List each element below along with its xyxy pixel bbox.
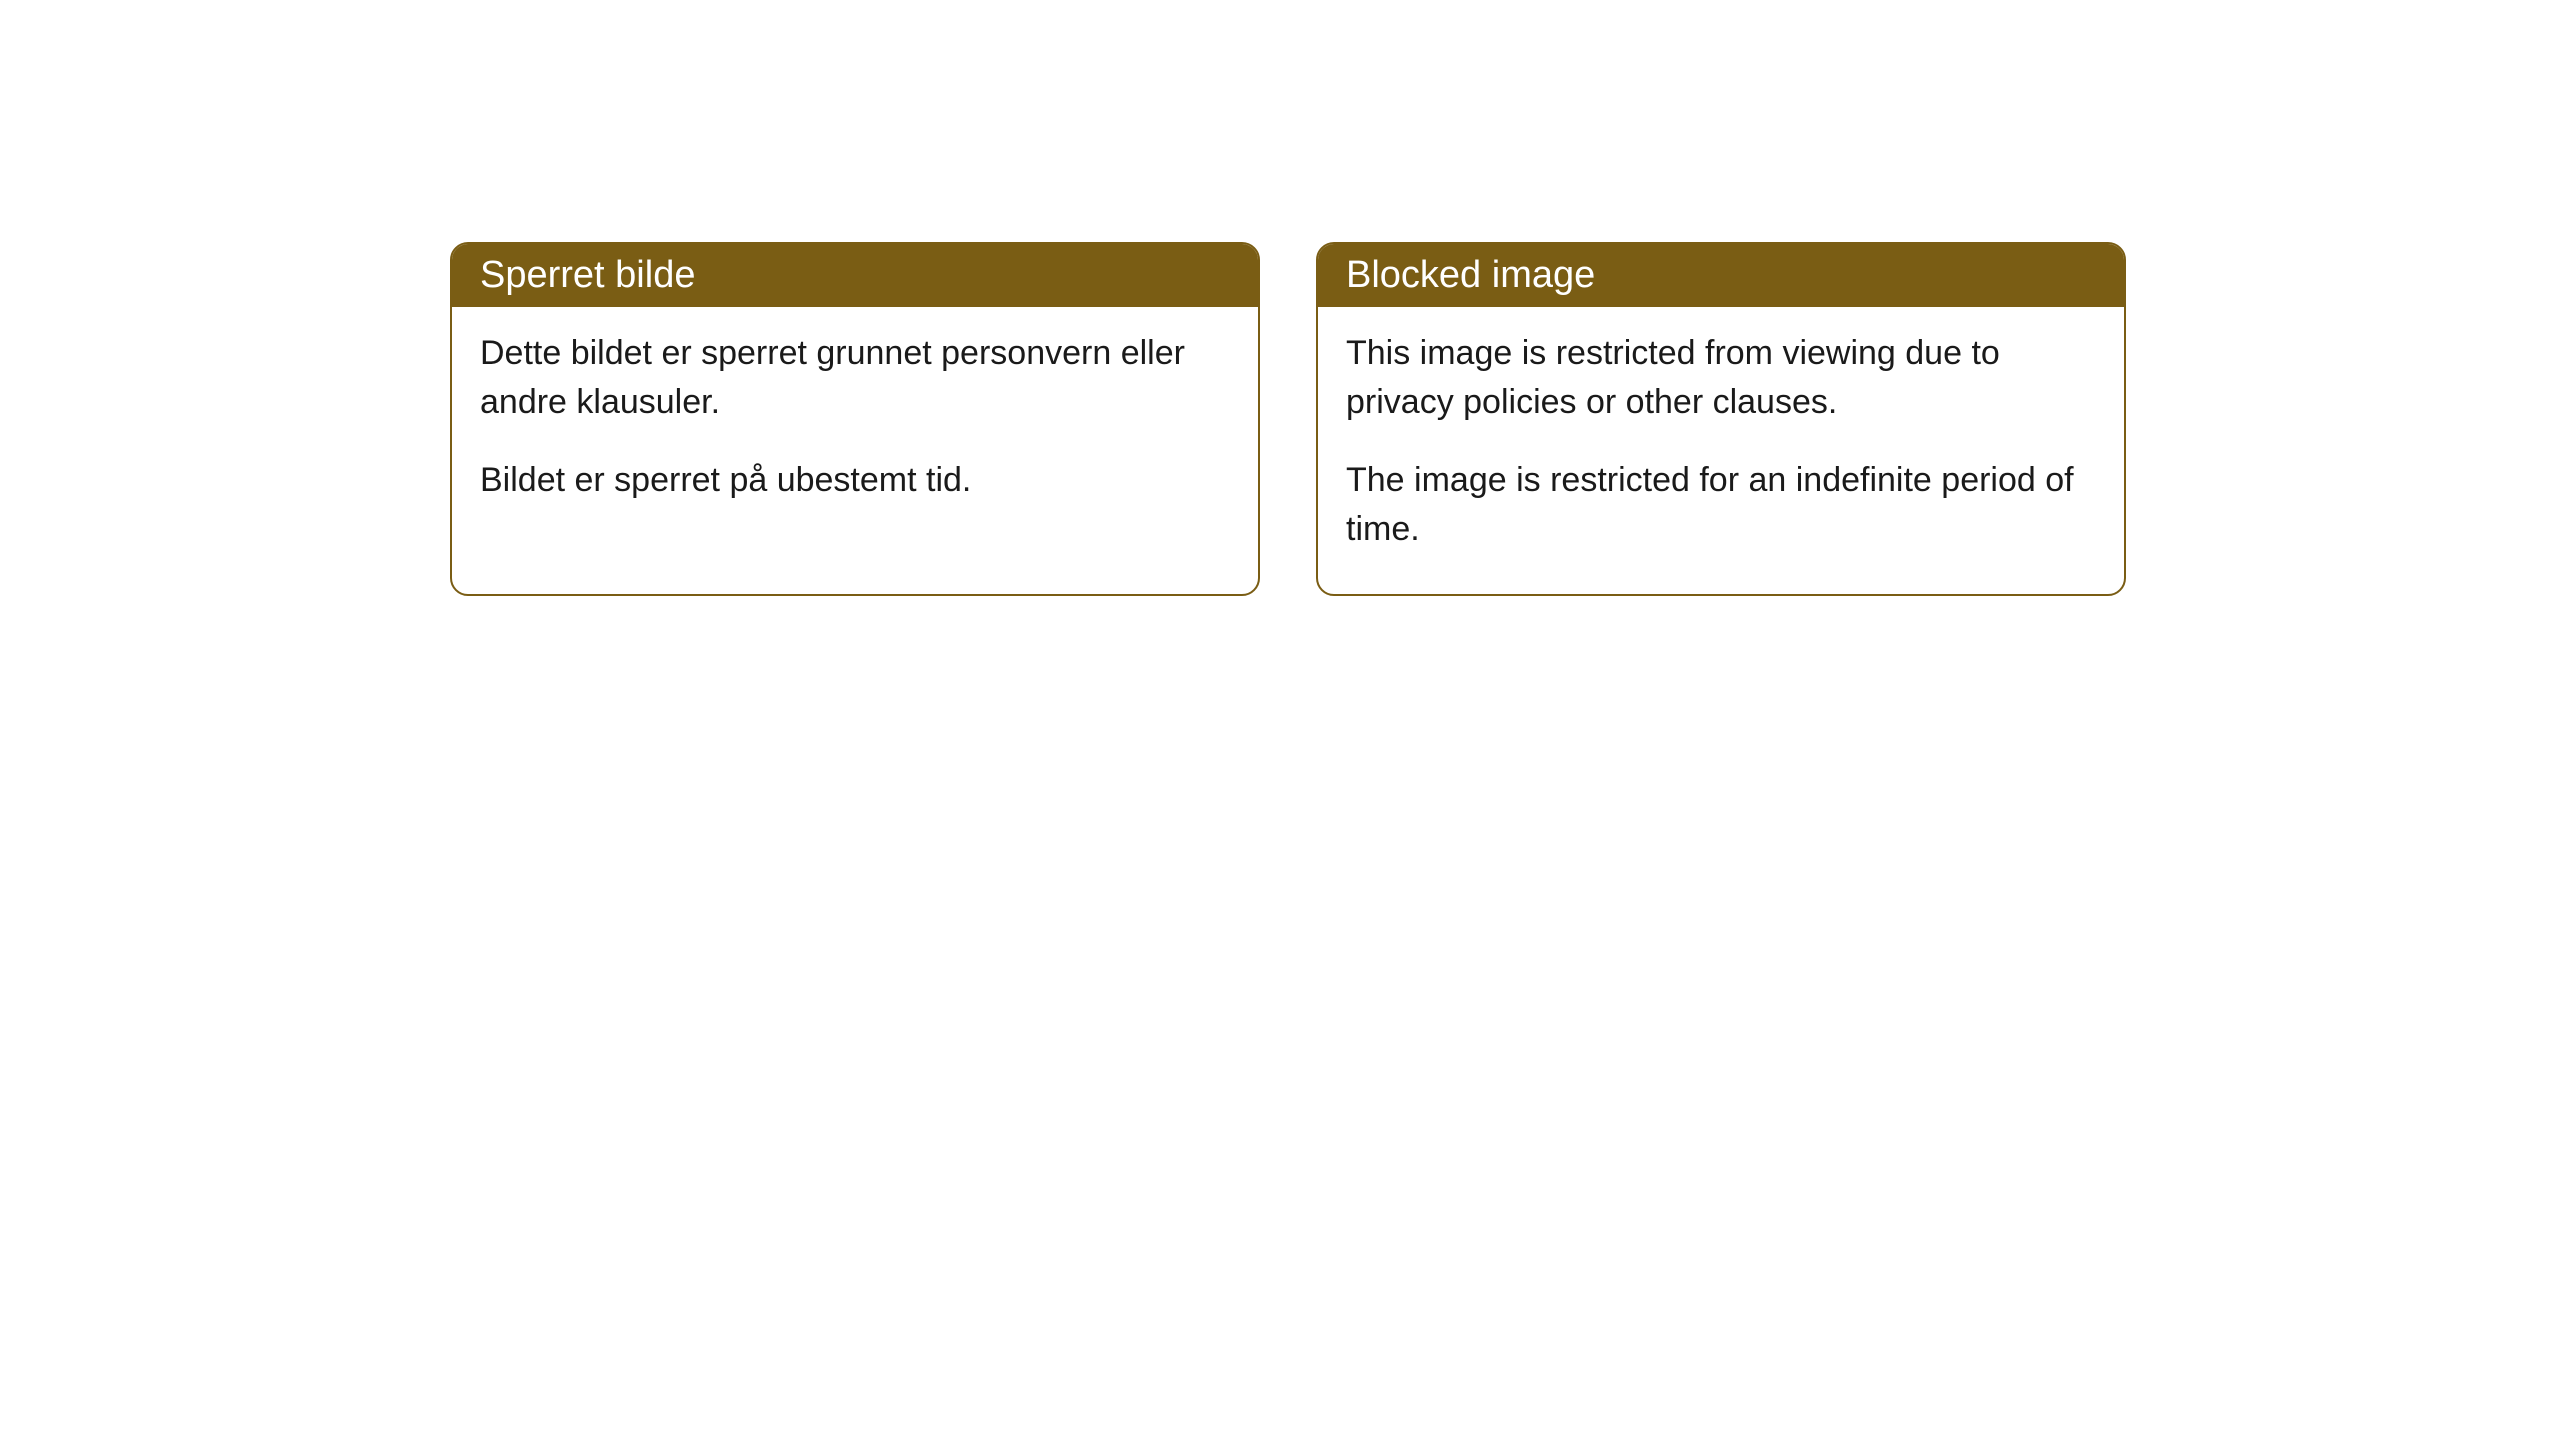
card-paragraph-1-english: This image is restricted from viewing du… xyxy=(1346,329,2096,428)
card-paragraph-1-norwegian: Dette bildet er sperret grunnet personve… xyxy=(480,329,1230,428)
card-body-norwegian: Dette bildet er sperret grunnet personve… xyxy=(452,307,1258,545)
card-norwegian: Sperret bilde Dette bildet er sperret gr… xyxy=(450,242,1260,596)
card-header-english: Blocked image xyxy=(1318,244,2124,307)
card-paragraph-2-english: The image is restricted for an indefinit… xyxy=(1346,456,2096,555)
card-english: Blocked image This image is restricted f… xyxy=(1316,242,2126,596)
card-title-norwegian: Sperret bilde xyxy=(480,254,695,296)
card-header-norwegian: Sperret bilde xyxy=(452,244,1258,307)
card-paragraph-2-norwegian: Bildet er sperret på ubestemt tid. xyxy=(480,456,1230,505)
cards-container: Sperret bilde Dette bildet er sperret gr… xyxy=(450,242,2560,596)
card-body-english: This image is restricted from viewing du… xyxy=(1318,307,2124,594)
card-title-english: Blocked image xyxy=(1346,254,1595,296)
